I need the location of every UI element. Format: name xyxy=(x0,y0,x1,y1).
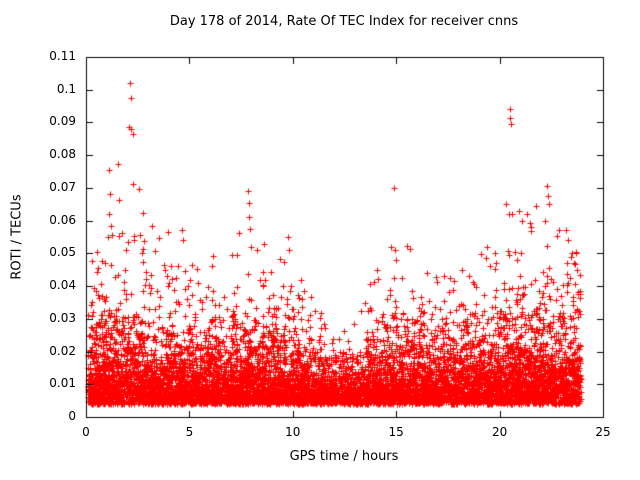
y-tick-label: 0.04 xyxy=(49,278,76,293)
y-tick-label: 0.02 xyxy=(49,343,76,358)
x-tick-label: 15 xyxy=(388,425,404,439)
y-axis-label: ROTI / TECUs xyxy=(9,194,25,280)
x-tick-label: 20 xyxy=(491,425,508,439)
y-tick-label: 0 xyxy=(68,409,76,423)
y-tick-label: 0.09 xyxy=(49,114,76,129)
x-tick-label: 0 xyxy=(82,425,90,439)
y-tick-label: 0.01 xyxy=(49,376,76,391)
y-tick-label: 0.06 xyxy=(49,212,76,227)
y-tick-label: 0.08 xyxy=(49,147,76,162)
y-tick-label: 0.03 xyxy=(49,310,76,325)
y-tick-label: 0.05 xyxy=(49,245,76,260)
x-tick-label: 10 xyxy=(285,425,301,439)
x-axis-label: GPS time / hours xyxy=(289,449,399,464)
y-tick-label: 0.1 xyxy=(56,81,76,96)
chart-title: Day 178 of 2014, Rate Of TEC Index for r… xyxy=(169,14,519,29)
x-tick-label: 5 xyxy=(185,425,194,439)
x-tick-label: 25 xyxy=(595,425,611,439)
y-tick-label: 0.11 xyxy=(49,49,76,63)
y-tick-label: 0.07 xyxy=(49,179,76,194)
